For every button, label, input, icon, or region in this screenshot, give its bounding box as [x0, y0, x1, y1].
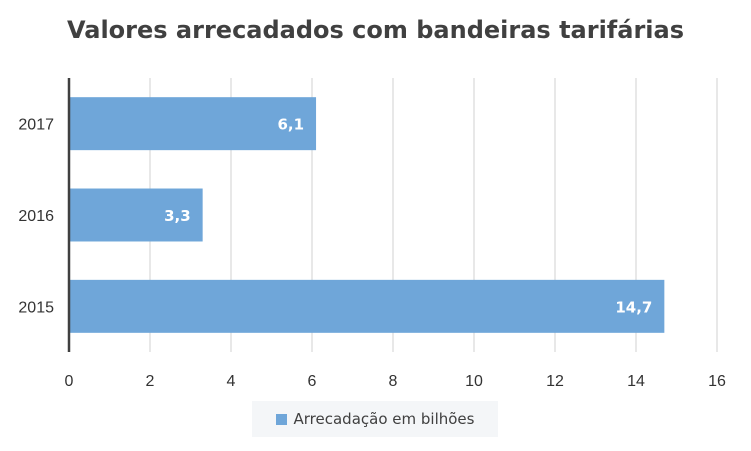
- data-label: 3,3: [164, 207, 191, 225]
- bar: [69, 97, 317, 151]
- legend: Arrecadação em bilhões: [252, 401, 498, 437]
- x-tick-label: 0: [65, 373, 74, 390]
- chart-title: Valores arrecadados com bandeiras tarifá…: [67, 16, 684, 44]
- x-tick-label: 12: [546, 373, 564, 390]
- data-label: 6,1: [277, 116, 304, 134]
- bars: [69, 97, 665, 333]
- bar: [69, 279, 665, 333]
- bar: [69, 188, 203, 242]
- x-tick-label: 6: [308, 373, 317, 390]
- legend-label: Arrecadação em bilhões: [293, 410, 475, 428]
- x-tick-label: 2: [146, 373, 155, 390]
- data-label: 14,7: [615, 298, 652, 316]
- y-tick-label: 2015: [18, 299, 54, 316]
- y-tick-label: 2016: [18, 208, 54, 225]
- x-tick-label: 10: [465, 373, 483, 390]
- data-labels: 6,1 3,3 14,7: [164, 116, 652, 317]
- y-tick-label: 2017: [18, 117, 54, 134]
- x-tick-label: 14: [627, 373, 645, 390]
- x-tick-label: 16: [708, 373, 726, 390]
- axes: 0 2 4 6 8 10 12 14 16 2017 2016 2015: [18, 78, 726, 390]
- x-tick-label: 4: [227, 373, 236, 390]
- x-tick-label: 8: [389, 373, 398, 390]
- legend-swatch: [275, 413, 287, 425]
